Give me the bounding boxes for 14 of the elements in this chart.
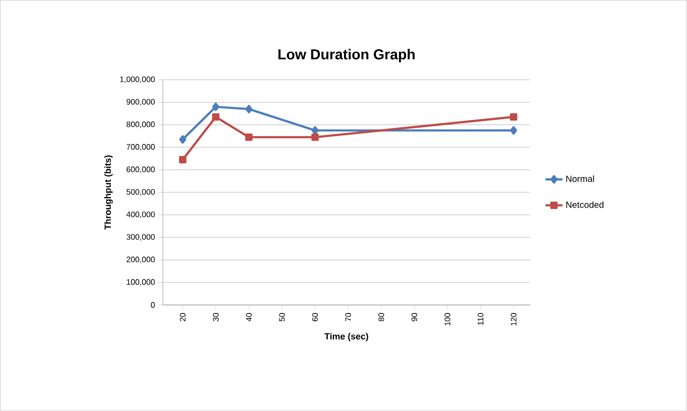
point	[212, 102, 220, 112]
point	[212, 113, 220, 121]
point	[510, 113, 518, 121]
point	[510, 126, 518, 135]
point	[245, 104, 252, 114]
point	[311, 134, 319, 142]
chart-title: Low Duration Graph	[278, 49, 415, 62]
y-axis-title: Throughput (bits)	[104, 156, 113, 230]
legend-label: Netcoded	[566, 201, 604, 208]
x-axis-title: Time (sec)	[324, 333, 368, 342]
point	[179, 135, 186, 144]
point	[245, 134, 253, 142]
legend-label: Normal	[566, 176, 594, 182]
point	[179, 156, 186, 164]
